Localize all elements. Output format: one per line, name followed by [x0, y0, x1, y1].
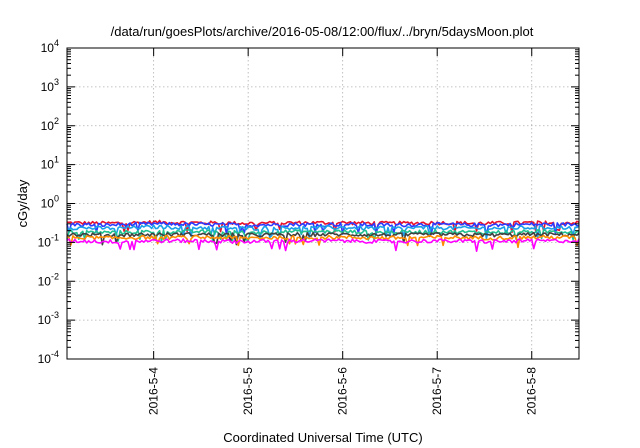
y-tick-exponent: 0 — [54, 194, 59, 204]
x-tick-label: 2016-5-7 — [430, 367, 444, 415]
series-line-3 — [66, 224, 580, 240]
y-tick-label: 10-1 — [38, 232, 59, 249]
y-tick-exponent: -4 — [51, 349, 59, 359]
y-tick-label: 10-2 — [38, 271, 59, 288]
y-tick-exponent: -1 — [51, 232, 59, 242]
x-tick-label: 2016-5-4 — [147, 367, 161, 415]
y-tick-label: 10-4 — [38, 349, 59, 366]
y-tick-exponent: 2 — [54, 116, 59, 126]
x-axis-label: Coordinated Universal Time (UTC) — [223, 430, 422, 445]
chart-title: /data/run/goesPlots/archive/2016-05-08/1… — [111, 24, 534, 39]
series-layer — [66, 219, 580, 252]
y-tick-label: 10-3 — [38, 310, 59, 327]
series-line-5 — [66, 231, 580, 246]
y-tick-exponent: 3 — [54, 77, 59, 87]
y-tick-label: 101 — [41, 155, 59, 172]
y-axis-label: cGy/day — [15, 179, 30, 227]
x-tick-label: 2016-5-5 — [241, 367, 255, 415]
x-tick-label: 2016-5-8 — [525, 367, 539, 415]
y-tick-label: 104 — [41, 38, 59, 55]
series-line-4 — [66, 229, 580, 242]
y-tick-label: 103 — [41, 77, 59, 94]
y-tick-exponent: -3 — [51, 310, 59, 320]
x-tick-label: 2016-5-6 — [336, 367, 350, 415]
grid-layer — [67, 48, 579, 359]
series-line-7 — [66, 238, 580, 252]
y-tick-label: 100 — [41, 194, 59, 211]
y-tick-exponent: -2 — [51, 271, 59, 281]
y-tick-exponent: 4 — [54, 38, 59, 48]
y-tick-exponent: 1 — [54, 155, 59, 165]
y-tick-label: 102 — [41, 116, 59, 133]
